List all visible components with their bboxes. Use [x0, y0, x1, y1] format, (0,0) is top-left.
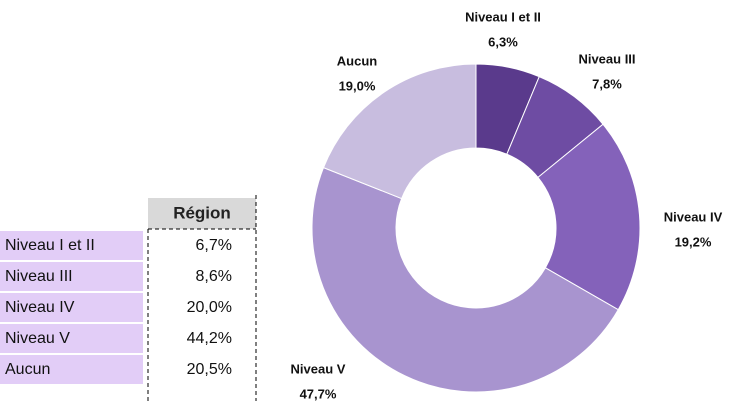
slice-value: 19,0% [339, 78, 376, 93]
row-value: 6,7% [196, 237, 232, 254]
row-label-bg [0, 355, 143, 384]
slice-label: Niveau III [578, 51, 635, 66]
slice-label: Niveau IV [664, 209, 723, 224]
row-label-bg [0, 262, 143, 291]
row-value: 20,5% [187, 361, 232, 378]
slice-label: Niveau V [291, 361, 346, 376]
slice-value: 47,7% [300, 386, 337, 401]
slice-label: Niveau I et II [465, 9, 541, 24]
slice-value: 6,3% [488, 34, 518, 49]
row-label-bg [0, 324, 143, 353]
row-label-bg [0, 293, 143, 322]
slice-label: Aucun [337, 53, 378, 68]
row-label: Niveau I et II [5, 237, 95, 254]
row-value: 8,6% [196, 268, 232, 285]
row-label-bg [0, 231, 143, 260]
slice-value: 19,2% [675, 234, 712, 249]
row-value: 20,0% [187, 299, 232, 316]
row-value: 44,2% [187, 330, 232, 347]
row-label: Niveau V [5, 330, 70, 347]
donut-slice [322, 63, 477, 200]
donut-slice [311, 166, 619, 393]
donut-slice [537, 123, 641, 311]
row-label: Aucun [5, 361, 50, 378]
table-header: Région [173, 203, 231, 222]
row-label: Niveau III [5, 268, 73, 285]
row-label: Niveau IV [5, 299, 75, 316]
header-bg [148, 198, 256, 229]
slice-value: 7,8% [592, 76, 622, 91]
